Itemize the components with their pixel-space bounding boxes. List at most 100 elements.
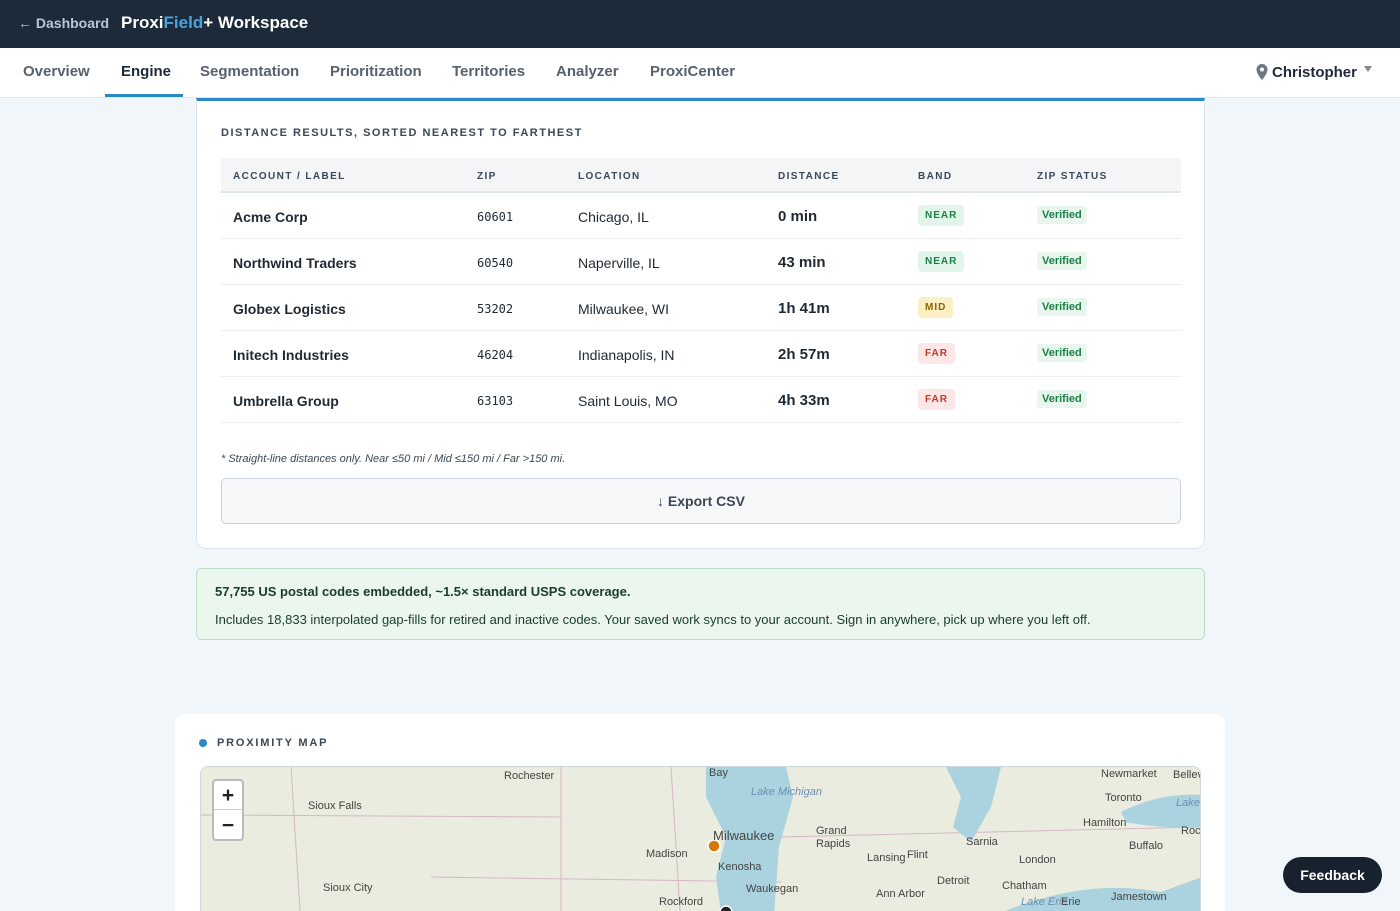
active-underline bbox=[105, 94, 183, 97]
results-card: DISTANCE RESULTS, SORTED NEAREST TO FART… bbox=[196, 98, 1205, 549]
map-label: Madison bbox=[646, 848, 688, 860]
zoom-out[interactable]: − bbox=[221, 814, 235, 837]
location-icon bbox=[1256, 64, 1268, 80]
nav-tab[interactable]: Overview bbox=[23, 63, 90, 80]
map-label: Rochester bbox=[504, 770, 554, 782]
map-label: Kenosha bbox=[718, 861, 762, 873]
zoom-control: + − bbox=[212, 779, 244, 841]
column-header: ZIP STATUS bbox=[1037, 171, 1108, 182]
footnote: * Straight-line distances only. Near ≤50… bbox=[221, 453, 566, 465]
band-badge: FAR bbox=[918, 343, 955, 364]
distance: 0 min bbox=[778, 208, 818, 225]
map-label: Newmarket bbox=[1101, 768, 1157, 780]
band-badge: NEAR bbox=[918, 205, 965, 226]
map-title: PROXIMITY MAP bbox=[217, 737, 329, 749]
band-badge: MID bbox=[918, 297, 954, 318]
map-marker[interactable] bbox=[707, 839, 721, 853]
map-label: Detroit bbox=[937, 875, 969, 887]
column-header: ZIP bbox=[477, 171, 497, 182]
column-header: DISTANCE bbox=[778, 171, 840, 182]
band-badge: FAR bbox=[918, 389, 955, 410]
map-label: Toronto bbox=[1105, 792, 1142, 804]
location: Saint Louis, MO bbox=[578, 393, 678, 409]
table-header: ACCOUNT / LABEL ZIP LOCATION DISTANCE BAND ZI… bbox=[221, 158, 1181, 193]
account-name: Northwind Traders bbox=[233, 255, 357, 271]
map[interactable]: Rochester Bay Lake Michigan Newmarket Bellev… bbox=[200, 766, 1201, 911]
map-label: Lake Erie bbox=[1021, 896, 1067, 908]
nav-tab[interactable]: Segmentation bbox=[200, 63, 300, 80]
column-header: BAND bbox=[918, 171, 953, 182]
info-box: 57,755 US postal codes embedded, ~1.5× s… bbox=[196, 568, 1205, 640]
brand-part: Field bbox=[163, 13, 204, 32]
map-label: Sioux City bbox=[323, 882, 373, 894]
zip-code: 53202 bbox=[477, 302, 514, 316]
user-menu[interactable]: Christopher bbox=[1272, 64, 1372, 81]
map-label: Jamestown bbox=[1111, 891, 1167, 903]
map-label: Sarnia bbox=[966, 836, 999, 848]
column-header: ACCOUNT / LABEL bbox=[233, 171, 346, 182]
zip-status: Verified bbox=[1037, 206, 1087, 224]
map-label: Rockford bbox=[659, 896, 703, 908]
brand-part: + Workspace bbox=[203, 13, 309, 32]
nav-tab[interactable]: Analyzer bbox=[556, 63, 619, 80]
map-marker[interactable] bbox=[719, 905, 733, 911]
map-label: Chatham bbox=[1002, 880, 1047, 892]
lake-michigan bbox=[706, 767, 793, 911]
zip-code: 60601 bbox=[477, 210, 514, 224]
zip-code: 60540 bbox=[477, 256, 514, 270]
location: Naperville, IL bbox=[578, 255, 660, 271]
brand: ProxiField+ Workspace bbox=[121, 13, 308, 33]
map-label: Lake Michigan bbox=[751, 786, 822, 798]
table-row: Northwind Traders 60540 Naperville, IL 43 m… bbox=[221, 239, 1181, 285]
map-label: Sioux Falls bbox=[308, 800, 362, 812]
card-title: DISTANCE RESULTS, SORTED NEAREST TO FART… bbox=[221, 127, 583, 139]
zip-status: Verified bbox=[1037, 390, 1087, 408]
table-row: Initech Industries 46204 Indianapolis, IN 2… bbox=[221, 331, 1181, 377]
account-name: Initech Industries bbox=[233, 347, 349, 363]
zoom-in[interactable]: + bbox=[214, 781, 242, 810]
brand-part: Proxi bbox=[121, 13, 164, 32]
lake-huron bbox=[946, 767, 1001, 842]
map-label: Rochest bbox=[1181, 825, 1201, 837]
map-label: Erie bbox=[1061, 896, 1081, 908]
zip-status: Verified bbox=[1037, 298, 1087, 316]
map-label: Buffalo bbox=[1129, 840, 1163, 852]
nav-tab[interactable]: Territories bbox=[452, 63, 526, 80]
nav-tab[interactable]: Prioritization bbox=[330, 63, 422, 80]
info-headline: 57,755 US postal codes embedded, ~1.5× s… bbox=[215, 584, 631, 599]
band-badge: NEAR bbox=[918, 251, 965, 272]
title-dot bbox=[199, 739, 207, 747]
table-row: Umbrella Group 63103 Saint Louis, MO 4h 33m… bbox=[221, 377, 1181, 423]
distance: 1h 41m bbox=[778, 300, 830, 317]
distance: 2h 57m bbox=[778, 346, 830, 363]
nav-tab[interactable]: ProxiCenter bbox=[650, 63, 736, 80]
feedback-button[interactable]: Feedback bbox=[1283, 857, 1382, 893]
top-bar: ← Dashboard ProxiField+ Workspace bbox=[0, 0, 1400, 48]
map-label: Waukegan bbox=[746, 883, 798, 895]
land bbox=[201, 767, 1200, 911]
table-row: Acme Corp 60601 Chicago, IL 0 min NEAR Verifi… bbox=[221, 193, 1181, 239]
map-label: Ann Arbor bbox=[876, 888, 925, 900]
location: Indianapolis, IN bbox=[578, 347, 675, 363]
map-label: Flint bbox=[907, 849, 928, 861]
map-label: Lake Onta bbox=[1176, 797, 1201, 809]
location: Chicago, IL bbox=[578, 209, 649, 225]
export-button[interactable]: ↓ Export CSV bbox=[221, 478, 1181, 524]
account-name: Umbrella Group bbox=[233, 393, 339, 409]
lake-ontario bbox=[1121, 794, 1200, 828]
distance: 4h 33m bbox=[778, 392, 830, 409]
distance: 43 min bbox=[778, 254, 826, 271]
lake-erie bbox=[1005, 877, 1200, 911]
map-label: Bay bbox=[709, 767, 728, 779]
back-link[interactable]: ← Dashboard bbox=[18, 15, 110, 31]
nav-tab[interactable]: Engine bbox=[121, 63, 172, 80]
map-label: Hamilton bbox=[1083, 817, 1126, 829]
map-label: Grand bbox=[816, 825, 847, 837]
zip-status: Verified bbox=[1037, 344, 1087, 362]
column-header: LOCATION bbox=[578, 171, 641, 182]
map-label: Belleville bbox=[1173, 769, 1201, 781]
nav-bar: Christopher Overview Engine Segmentation Pr… bbox=[0, 48, 1400, 98]
map-label: London bbox=[1019, 854, 1056, 866]
